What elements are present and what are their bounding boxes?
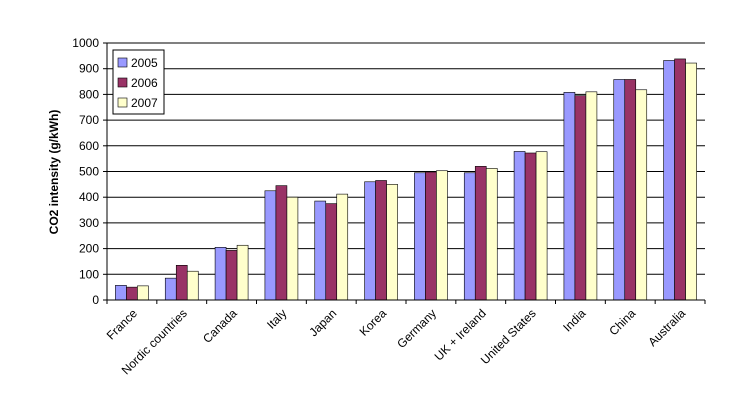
bar-2005-nordic-countries (164, 277, 177, 301)
y-tick-label: 800 (79, 87, 99, 101)
x-category-label: Germany (394, 306, 439, 351)
bar-2006-korea (375, 180, 387, 301)
bar-2005-france (115, 285, 127, 301)
bar-2005-australia (663, 60, 675, 301)
bar-2007-australia (685, 62, 697, 301)
bar-2006-france (126, 286, 138, 301)
bar-2006-australia (674, 58, 686, 301)
legend-swatch-2007 (117, 97, 128, 108)
x-category-label: Korea (357, 306, 390, 339)
y-tick-label: 700 (79, 113, 99, 127)
bar-2007-japan (336, 193, 349, 301)
y-tick-label: 400 (79, 190, 99, 204)
bar-2007-italy (286, 196, 299, 301)
y-tick-label: 900 (79, 62, 99, 76)
bar-2005-united-states (513, 151, 526, 301)
x-category-label: Australia (645, 306, 688, 349)
bar-2005-germany (414, 172, 426, 301)
legend-label-2005: 2005 (131, 56, 158, 70)
bar-2006-germany (425, 171, 437, 301)
y-tick-label: 500 (79, 165, 99, 179)
bar-2006-nordic-countries (175, 265, 188, 301)
bar-2006-uk-ireland (474, 166, 487, 301)
axes (106, 43, 706, 304)
bar-2006-china (624, 79, 637, 301)
x-category-label: Italy (264, 306, 289, 331)
bar-2005-uk-ireland (463, 172, 476, 301)
bar-2005-korea (364, 181, 376, 301)
bar-2006-india (574, 95, 587, 301)
bar-2007-france (137, 285, 149, 301)
bar-2007-canada (236, 244, 249, 301)
x-category-label: Japan (306, 306, 339, 339)
legend-label-2007: 2007 (131, 96, 158, 110)
bar-2005-italy (264, 190, 277, 301)
bar-2007-india (585, 91, 598, 301)
legend-swatch-2005 (117, 57, 128, 68)
bar-2005-canada (214, 247, 227, 301)
y-tick-label: 200 (79, 242, 99, 256)
y-tick-label: 300 (79, 216, 99, 230)
bar-2007-nordic-countries (186, 270, 199, 301)
y-axis-title: CO2 intensity (g/kWh) (47, 110, 61, 235)
y-axis-ticks: 0 100 200 300 400 500 600 700 800 900 1000 (72, 36, 107, 307)
bar-2006-united-states (524, 152, 537, 301)
bar-2006-japan (325, 203, 338, 301)
gridlines (107, 42, 705, 275)
legend-label-2006: 2006 (131, 76, 158, 90)
y-tick-label: 600 (79, 139, 99, 153)
bar-2005-japan (314, 200, 327, 301)
bars (115, 58, 697, 301)
bar-2007-china (635, 89, 648, 301)
bar-2005-india (563, 92, 576, 301)
bar-2007-uk-ireland (485, 168, 498, 301)
x-category-label: Canada (200, 306, 240, 346)
legend: 2005 2006 2007 (112, 49, 165, 115)
bar-2007-united-states (535, 151, 548, 301)
y-tick-label: 1000 (72, 36, 99, 50)
bar-2007-korea (386, 184, 398, 301)
bar-2007-germany (436, 170, 448, 301)
bar-2005-china (613, 79, 626, 301)
x-category-label: India (560, 306, 589, 335)
y-tick-label: 0 (92, 293, 99, 307)
x-category-label: France (104, 306, 141, 343)
bar-2006-canada (225, 250, 238, 301)
x-category-label: China (606, 306, 638, 338)
bar-2006-italy (275, 185, 288, 301)
legend-swatch-2006 (117, 77, 128, 88)
y-tick-label: 100 (79, 267, 99, 281)
